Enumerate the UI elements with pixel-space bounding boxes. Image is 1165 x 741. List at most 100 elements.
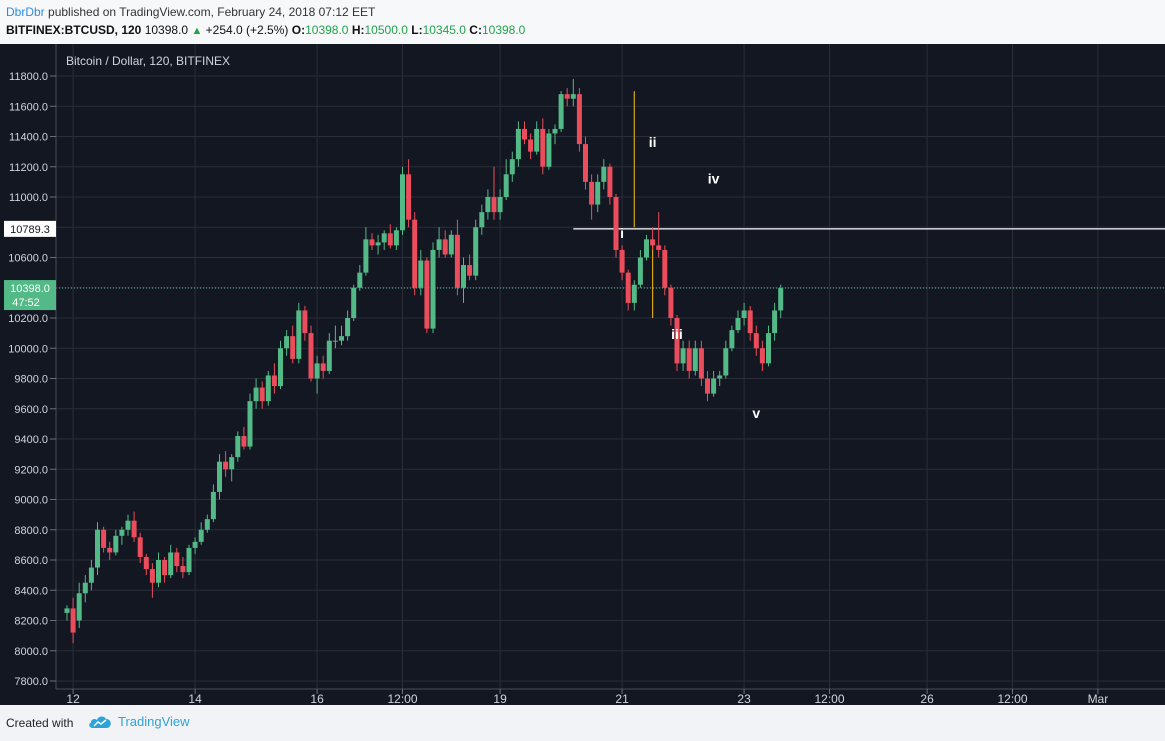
candle-body xyxy=(741,310,747,318)
candle-body xyxy=(778,288,784,311)
candle xyxy=(570,79,576,107)
candle-body xyxy=(656,245,662,250)
tradingview-brand[interactable]: TradingView xyxy=(88,714,190,729)
tradingview-cloud-icon xyxy=(89,715,111,728)
candle-body xyxy=(308,333,314,379)
x-tick-label: 14 xyxy=(188,692,202,705)
author-link[interactable]: DbrDbr xyxy=(6,5,45,19)
candle xyxy=(692,340,698,376)
candle-body xyxy=(265,375,271,402)
y-tick-label: 10200.0 xyxy=(8,313,48,325)
x-tick-label: 23 xyxy=(737,692,751,705)
candle xyxy=(217,454,222,500)
y-tick-label: 9000.0 xyxy=(14,495,48,507)
candle-body xyxy=(320,363,326,371)
up-arrow-icon: ▲ xyxy=(191,25,203,37)
candle-body xyxy=(143,556,149,570)
candle-body xyxy=(204,519,210,530)
candle xyxy=(576,88,582,152)
footer: Created with TradingView xyxy=(0,705,1165,741)
candle xyxy=(168,544,174,579)
candle xyxy=(284,330,290,356)
chart-grid xyxy=(56,44,1165,689)
open-label: O: xyxy=(291,23,306,37)
y-tick-label: 11600.0 xyxy=(9,101,48,113)
y-tick-label: 7800.0 xyxy=(14,676,48,688)
candle xyxy=(674,314,680,371)
candle xyxy=(662,245,668,296)
y-tick-label: 11200.0 xyxy=(9,162,48,174)
candle-body xyxy=(522,128,527,140)
chart-area[interactable]: i ii iii iv v 7800.0 8000.0 8200.0 8400.0 8600.0… xyxy=(0,44,1165,705)
candle-body xyxy=(601,166,607,182)
candle xyxy=(650,227,656,250)
candle-body xyxy=(680,348,686,364)
candle-body xyxy=(772,310,778,334)
candle-body xyxy=(540,128,546,167)
candle xyxy=(113,529,119,556)
last-price-label: 10398.0 xyxy=(10,283,50,295)
candle xyxy=(442,230,448,258)
candle-body xyxy=(418,260,424,288)
candle xyxy=(406,159,412,228)
candle-body xyxy=(515,128,521,160)
candle xyxy=(424,257,430,334)
candle xyxy=(778,284,784,318)
candle xyxy=(400,166,405,235)
candle-body xyxy=(698,348,704,379)
candle-body xyxy=(436,239,442,250)
y-tick-label: 11000.0 xyxy=(9,192,48,204)
y-axis-background xyxy=(0,44,56,689)
y-tick-label: 11400.0 xyxy=(9,132,48,144)
symbol-info: BITFINEX:BTCUSD, 120 10398.0 ▲ +254.0 (+… xyxy=(6,23,525,37)
high-value: 10500.0 xyxy=(364,23,408,37)
candle xyxy=(686,340,692,379)
candle-body xyxy=(564,94,570,99)
candle-body xyxy=(583,144,588,182)
candle-body xyxy=(107,547,113,553)
candle-body xyxy=(735,318,741,331)
candle-body xyxy=(82,582,88,594)
candle xyxy=(515,121,521,167)
candle xyxy=(143,553,149,576)
candle xyxy=(479,204,485,235)
candle xyxy=(70,597,76,644)
candle-body xyxy=(70,608,76,633)
candle xyxy=(210,484,216,523)
candle-body xyxy=(454,234,460,288)
candle xyxy=(759,340,765,371)
candle xyxy=(467,254,473,281)
candle-body xyxy=(766,333,771,364)
candle-body xyxy=(473,227,479,276)
candle-body xyxy=(198,529,204,542)
candle xyxy=(637,249,643,288)
candle-body xyxy=(558,94,564,129)
candle-body xyxy=(210,491,216,520)
candle xyxy=(332,325,338,349)
candle-body xyxy=(253,387,259,402)
created-with-label: Created with xyxy=(6,716,74,730)
candle xyxy=(564,88,570,107)
y-tick-label: 9200.0 xyxy=(14,464,48,476)
candle xyxy=(363,227,369,276)
candle-body xyxy=(503,174,509,197)
candle xyxy=(235,431,241,462)
candle xyxy=(589,174,595,220)
candle xyxy=(583,136,588,190)
candle-body xyxy=(747,310,753,334)
candle-body xyxy=(217,461,222,492)
candle xyxy=(131,511,137,542)
candle-body xyxy=(607,166,613,197)
level-price-label: 10789.3 xyxy=(10,224,50,236)
candle xyxy=(125,514,131,536)
candle xyxy=(753,325,759,356)
candle-body xyxy=(589,181,595,205)
candle xyxy=(308,325,314,382)
candle-body xyxy=(113,535,119,553)
tradingview-brand-label: TradingView xyxy=(118,714,190,729)
candle xyxy=(680,340,686,371)
candle xyxy=(162,556,168,583)
candle-body xyxy=(406,174,412,220)
candle xyxy=(375,234,381,255)
